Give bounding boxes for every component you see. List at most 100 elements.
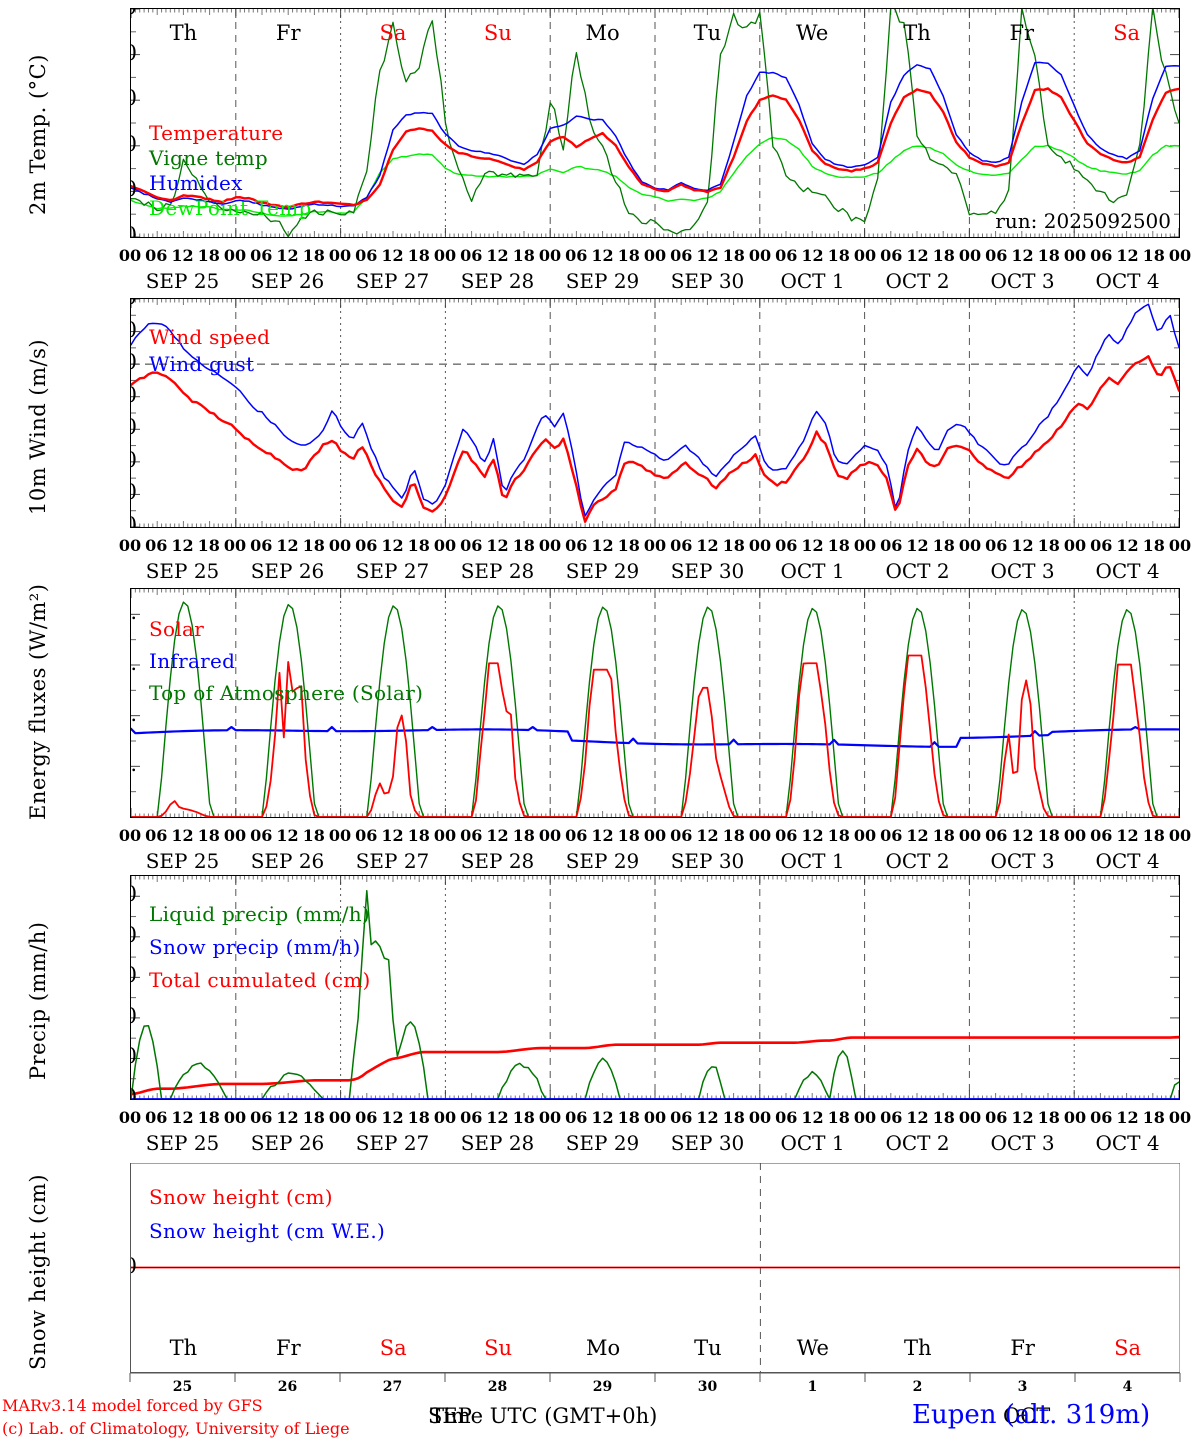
day-label: SEP 26 [250,849,325,873]
hour-label: 06 [775,536,798,555]
ytick-wind-3: 3.0 [131,415,137,439]
hour-label: 00 [748,246,772,265]
day-label: OCT 3 [990,559,1055,583]
model-credit-line2: (c) Lab. of Climatology, University of L… [2,1419,350,1438]
hour-label: 12 [696,1108,719,1127]
hour-label: 00 [1063,536,1087,555]
ytick-energy-4: 800. [130,600,137,625]
dow-label-bottom-7: Th [903,1336,932,1360]
hour-label: 12 [171,826,194,845]
hour-label: 18 [1037,826,1060,845]
precip-ylabel: Precip (mm/h) [26,921,50,1080]
ytick-wind-6: 6.0 [131,318,137,342]
hour-label: 18 [827,1108,850,1127]
day-label: SEP 26 [250,269,325,293]
energy-plot: Solar Infrared Top of Atmosphere (Solar) 0.… [130,588,1180,818]
day-label: SEP 29 [565,849,640,873]
hour-label: 00 [958,536,982,555]
hour-label: 12 [696,826,719,845]
hour-label: 06 [355,246,378,265]
day-label: SEP 30 [670,1131,745,1155]
hour-label: 00 [223,826,247,845]
day-label: OCT 4 [1095,849,1160,873]
legend-temperature-3: DewPoint Temp [149,196,312,220]
ytick-energy-3: 600. [130,651,137,675]
hour-label: 06 [460,536,483,555]
hour-label: 12 [486,246,509,265]
bottom-day-number: 27 [382,1379,403,1395]
month-overlay-sep: SEP [428,1404,472,1428]
hour-label: 18 [197,1108,220,1127]
ytick-temperature-0: 4.0 [131,223,137,237]
ytick-temperature-5: 24.0 [131,9,137,19]
hour-label: 06 [985,1108,1008,1127]
hour-label: 00 [328,536,352,555]
ytick-precip-0: 0.00 [131,1085,137,1099]
dow-label-bottom-5: Tu [694,1336,722,1360]
panel-energy: Energy fluxes (W/m²) Solar Infrared Top of… [0,580,1194,870]
hour-label: 00 [538,536,562,555]
hour-label: 18 [407,536,430,555]
hour-label: 06 [880,1108,903,1127]
legend-temperature-2: Humidex [149,171,243,195]
hour-label: 18 [722,1108,745,1127]
ytick-precip-3: 0.30 [131,963,137,987]
dow-label-top-1: Fr [275,21,301,45]
day-label: SEP 27 [355,1131,430,1155]
hour-label: 06 [460,826,483,845]
ytick-energy-0: 0. [130,803,137,818]
hour-label: 18 [407,246,430,265]
hour-label: 12 [801,826,824,845]
hour-label: 00 [538,246,562,265]
hour-label: 12 [381,826,404,845]
hour-label: 12 [591,826,614,845]
ytick-precip-4: 0.40 [131,923,137,947]
precip-plot: Liquid precip (mm/h) Snow precip (mm/h) To… [130,875,1180,1100]
hour-label: 00 [958,826,982,845]
bottom-day-number: 2 [912,1379,923,1395]
hour-label: 12 [381,1108,404,1127]
day-label: OCT 1 [780,269,845,293]
panel-precip: Precip (mm/h) Liquid precip (mm/h) Snow p… [0,865,1194,1155]
hour-label: 12 [1116,536,1139,555]
dow-label-top-8: Fr [1009,21,1035,45]
hour-label: 18 [722,536,745,555]
hour-label: 00 [118,826,142,845]
bottom-day-number: 3 [1017,1379,1028,1395]
ytick-wind-0: 0.0 [131,513,137,527]
temperature-plot: Temperature Vigne temp Humidex DewPoint Tem… [130,8,1180,238]
day-label: OCT 4 [1095,269,1160,293]
hour-label: 18 [932,1108,955,1127]
snow-ylabel: Snow height (cm) [26,1173,50,1370]
day-label: SEP 25 [145,269,220,293]
bottom-day-number: 28 [487,1379,508,1395]
hour-label: 06 [145,1108,168,1127]
hour-label: 06 [565,536,588,555]
panel-temperature: 2m Temp. (°C) Temperature Vigne temp Humid… [0,0,1194,290]
hour-label: 12 [276,826,299,845]
hour-label: 00 [538,1108,562,1127]
hour-label: 00 [433,1108,457,1127]
hour-label: 18 [512,536,535,555]
hour-label: 12 [1116,1108,1139,1127]
ytick-precip-1: 0.10 [131,1044,137,1068]
dow-label-top-9: Sa [1113,21,1141,45]
snow-plot: Snow height (cm) Snow height (cm W.E.) 0.0… [130,1163,1180,1373]
day-label: SEP 27 [355,849,430,873]
hour-label: 18 [617,246,640,265]
hour-label: 18 [1037,1108,1060,1127]
hour-label: 12 [696,536,719,555]
hour-label: 00 [433,536,457,555]
dow-label-bottom-9: Sa [1114,1336,1141,1360]
hour-label: 00 [748,536,772,555]
day-label: SEP 27 [355,269,430,293]
hour-label: 06 [460,1108,483,1127]
ytick-energy-1: 200. [130,752,137,777]
dow-label-bottom-1: Fr [276,1336,301,1360]
hour-label: 06 [565,246,588,265]
day-label: SEP 27 [355,559,430,583]
day-label: OCT 3 [990,849,1055,873]
ytick-wind-2: 2.0 [131,448,137,472]
hour-label: 00 [1063,246,1087,265]
hour-label: 00 [958,246,982,265]
